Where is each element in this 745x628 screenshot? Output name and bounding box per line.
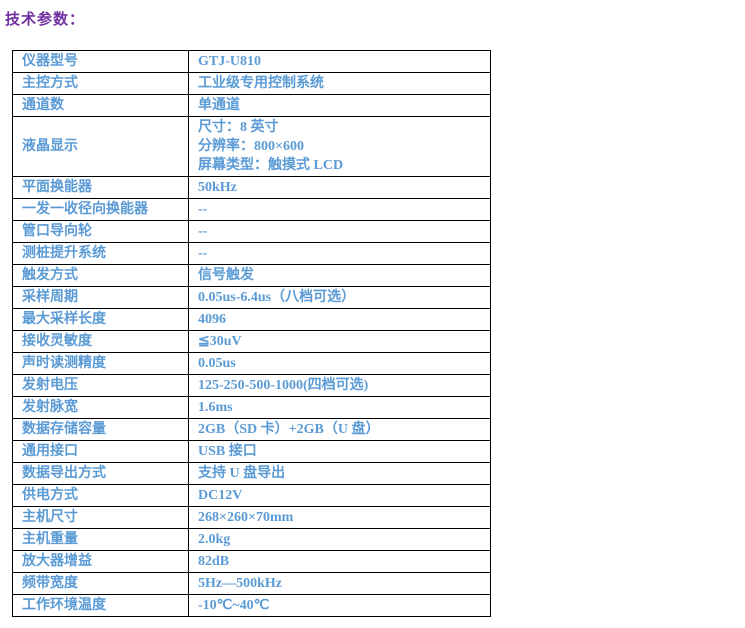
table-row: 采样周期 0.05us-6.4us（八档可选） (12, 286, 491, 309)
value-cell: 尺寸：8 英寸 分辨率：800×600 屏幕类型：触摸式 LCD (188, 116, 491, 177)
param-cell: 主控方式 (12, 72, 189, 95)
param-cell: 数据导出方式 (12, 462, 189, 485)
table-row: 接收灵敏度 ≦30uV (12, 330, 491, 353)
param-cell: 数据存储容量 (12, 418, 189, 441)
page-title: 技术参数： (5, 12, 86, 28)
value-cell: 268×260×70mm (188, 506, 491, 529)
param-cell: 频带宽度 (12, 572, 189, 595)
table-row: 一发一收径向换能器 -- (12, 198, 491, 221)
spec-table: 仪器型号 GTJ-U810 主控方式 工业级专用控制系统 通道数 单通道 液晶显… (12, 50, 491, 617)
value-cell: DC12V (188, 484, 491, 507)
param-cell: 主机尺寸 (12, 506, 189, 529)
value-cell: 信号触发 (188, 264, 491, 287)
value-cell: -- (188, 198, 491, 221)
table-row: 测桩提升系统 -- (12, 242, 491, 265)
param-cell: 发射电压 (12, 374, 189, 397)
value-cell: 4096 (188, 308, 491, 331)
value-cell: 支持 U 盘导出 (188, 462, 491, 485)
table-row: 最大采样长度 4096 (12, 308, 491, 331)
value-cell: -- (188, 242, 491, 265)
table-row: 放大器增益 82dB (12, 550, 491, 573)
table-row: 发射电压 125-250-500-1000(四档可选) (12, 374, 491, 397)
table-row: 主机尺寸 268×260×70mm (12, 506, 491, 529)
param-cell: 放大器增益 (12, 550, 189, 573)
table-row: 平面换能器 50kHz (12, 176, 491, 199)
param-cell: 通道数 (12, 94, 189, 117)
param-cell: 测桩提升系统 (12, 242, 189, 265)
value-cell: -- (188, 220, 491, 243)
value-cell: ≦30uV (188, 330, 491, 353)
table-row: 管口导向轮 -- (12, 220, 491, 243)
value-cell: 2.0kg (188, 528, 491, 551)
param-cell: 液晶显示 (12, 116, 189, 177)
param-cell: 管口导向轮 (12, 220, 189, 243)
table-row: 声时读测精度 0.05us (12, 352, 491, 375)
param-cell: 接收灵敏度 (12, 330, 189, 353)
value-cell: 单通道 (188, 94, 491, 117)
param-cell: 最大采样长度 (12, 308, 189, 331)
table-row: 主控方式 工业级专用控制系统 (12, 72, 491, 95)
table-row: 频带宽度 5Hz—500kHz (12, 572, 491, 595)
table-row: 仪器型号 GTJ-U810 (12, 50, 491, 73)
param-cell: 声时读测精度 (12, 352, 189, 375)
value-cell: 50kHz (188, 176, 491, 199)
table-row: 通道数 单通道 (12, 94, 491, 117)
value-cell: 1.6ms (188, 396, 491, 419)
value-cell: 5Hz—500kHz (188, 572, 491, 595)
table-row: 触发方式 信号触发 (12, 264, 491, 287)
table-row: 液晶显示 尺寸：8 英寸 分辨率：800×600 屏幕类型：触摸式 LCD (12, 116, 491, 177)
value-cell: 82dB (188, 550, 491, 573)
value-cell: 0.05us (188, 352, 491, 375)
table-row: 通用接口 USB 接口 (12, 440, 491, 463)
param-cell: 一发一收径向换能器 (12, 198, 189, 221)
param-cell: 触发方式 (12, 264, 189, 287)
table-row: 供电方式 DC12V (12, 484, 491, 507)
value-cell: GTJ-U810 (188, 50, 491, 73)
value-cell: 2GB（SD 卡）+2GB（U 盘） (188, 418, 491, 441)
value-cell: -10℃~40℃ (188, 594, 491, 617)
param-cell: 平面换能器 (12, 176, 189, 199)
param-cell: 供电方式 (12, 484, 189, 507)
table-row: 工作环境温度 -10℃~40℃ (12, 594, 491, 617)
param-cell: 仪器型号 (12, 50, 189, 73)
param-cell: 发射脉宽 (12, 396, 189, 419)
table-row: 数据导出方式 支持 U 盘导出 (12, 462, 491, 485)
table-row: 数据存储容量 2GB（SD 卡）+2GB（U 盘） (12, 418, 491, 441)
table-row: 发射脉宽 1.6ms (12, 396, 491, 419)
table-row: 主机重量 2.0kg (12, 528, 491, 551)
value-cell: 125-250-500-1000(四档可选) (188, 374, 491, 397)
param-cell: 通用接口 (12, 440, 189, 463)
param-cell: 主机重量 (12, 528, 189, 551)
value-cell: 工业级专用控制系统 (188, 72, 491, 95)
param-cell: 采样周期 (12, 286, 189, 309)
value-cell: USB 接口 (188, 440, 491, 463)
value-cell: 0.05us-6.4us（八档可选） (188, 286, 491, 309)
param-cell: 工作环境温度 (12, 594, 189, 617)
